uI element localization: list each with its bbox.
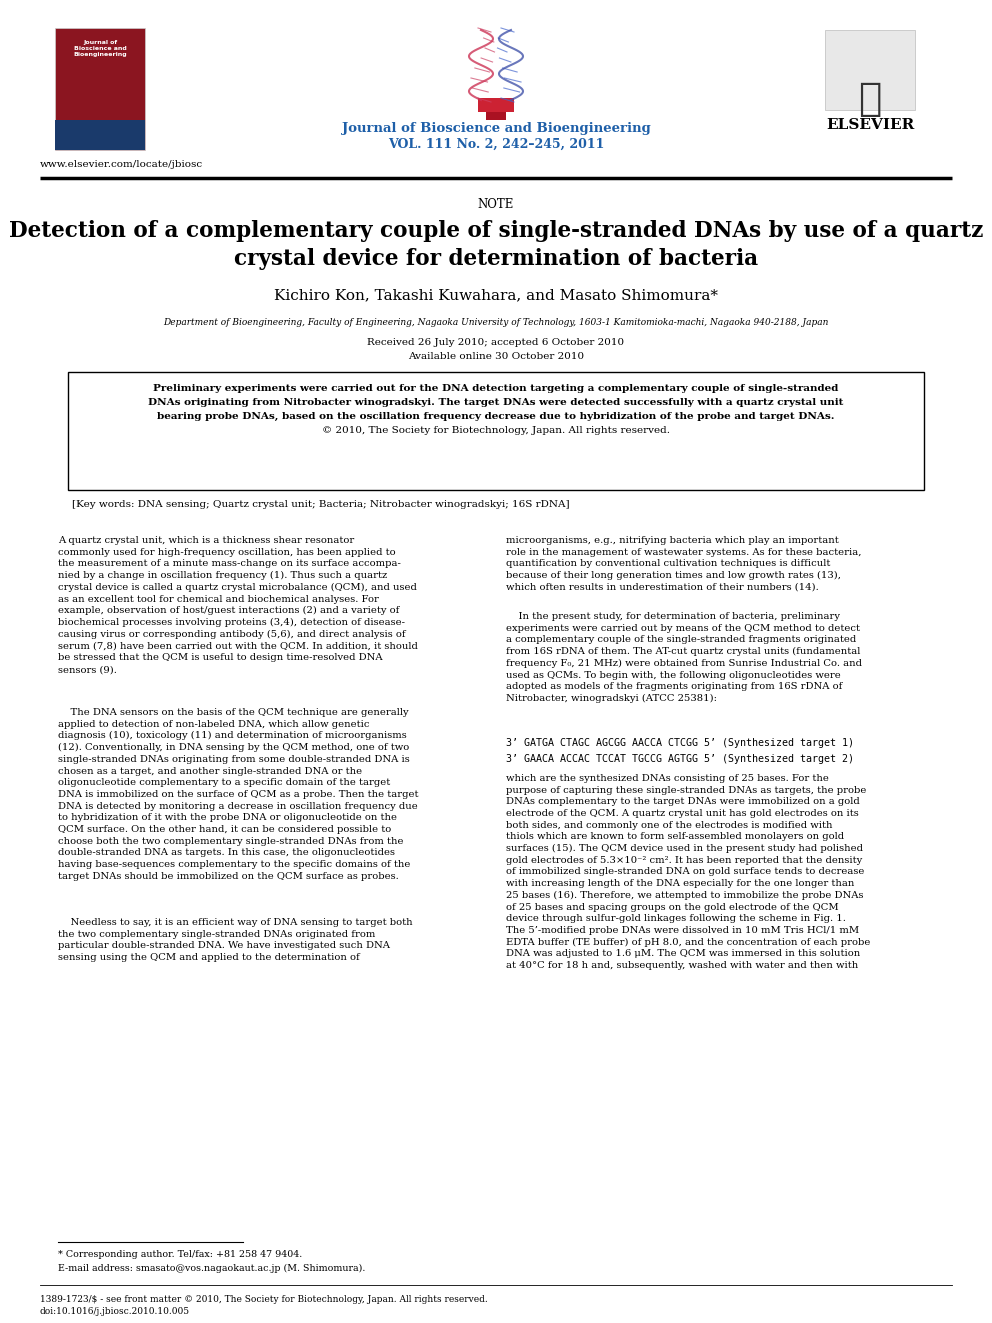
Text: NOTE: NOTE (478, 198, 514, 210)
FancyBboxPatch shape (55, 28, 145, 149)
Text: 3’ GAACA ACCAC TCCAT TGCCG AGTGG 5’ (Synthesized target 2): 3’ GAACA ACCAC TCCAT TGCCG AGTGG 5’ (Syn… (506, 754, 854, 763)
Text: In the present study, for determination of bacteria, preliminary
experiments wer: In the present study, for determination … (506, 613, 862, 703)
Text: Journal of Bioscience and Bioengineering: Journal of Bioscience and Bioengineering (341, 122, 651, 135)
FancyBboxPatch shape (486, 112, 506, 120)
Text: microorganisms, e.g., nitrifying bacteria which play an important
role in the ma: microorganisms, e.g., nitrifying bacteri… (506, 536, 861, 591)
FancyBboxPatch shape (825, 30, 915, 110)
Text: Kichiro Kon, Takashi Kuwahara, and Masato Shimomura*: Kichiro Kon, Takashi Kuwahara, and Masat… (274, 288, 718, 302)
Text: crystal device for determination of bacteria: crystal device for determination of bact… (234, 247, 758, 270)
Text: A quartz crystal unit, which is a thickness shear resonator
commonly used for hi: A quartz crystal unit, which is a thickn… (58, 536, 418, 675)
Text: The DNA sensors on the basis of the QCM technique are generally
applied to detec: The DNA sensors on the basis of the QCM … (58, 708, 419, 881)
FancyBboxPatch shape (55, 120, 145, 149)
Text: Available online 30 October 2010: Available online 30 October 2010 (408, 352, 584, 361)
Text: which are the synthesized DNAs consisting of 25 bases. For the
purpose of captur: which are the synthesized DNAs consistin… (506, 774, 870, 970)
Text: Detection of a complementary couple of single-stranded DNAs by use of a quartz: Detection of a complementary couple of s… (9, 220, 983, 242)
Text: © 2010, The Society for Biotechnology, Japan. All rights reserved.: © 2010, The Society for Biotechnology, J… (322, 426, 670, 435)
Text: Department of Bioengineering, Faculty of Engineering, Nagaoka University of Tech: Department of Bioengineering, Faculty of… (164, 318, 828, 327)
Text: www.elsevier.com/locate/jbiosc: www.elsevier.com/locate/jbiosc (40, 160, 203, 169)
Text: 🌲: 🌲 (858, 79, 882, 118)
Text: Preliminary experiments were carried out for the DNA detection targeting a compl: Preliminary experiments were carried out… (154, 384, 838, 393)
Text: Received 26 July 2010; accepted 6 October 2010: Received 26 July 2010; accepted 6 Octobe… (367, 337, 625, 347)
Text: VOL. 111 No. 2, 242–245, 2011: VOL. 111 No. 2, 242–245, 2011 (388, 138, 604, 151)
Text: Journal of
Bioscience and
Bioengineering: Journal of Bioscience and Bioengineering (73, 40, 127, 57)
Text: [Key words: DNA sensing; Quartz crystal unit; Bacteria; Nitrobacter winogradskyi: [Key words: DNA sensing; Quartz crystal … (72, 500, 569, 509)
Text: 3’ GATGA CTAGC AGCGG AACCA CTCGG 5’ (Synthesized target 1): 3’ GATGA CTAGC AGCGG AACCA CTCGG 5’ (Syn… (506, 738, 854, 747)
Text: Needless to say, it is an efficient way of DNA sensing to target both
the two co: Needless to say, it is an efficient way … (58, 918, 413, 962)
Text: 1389-1723/$ - see front matter © 2010, The Society for Biotechnology, Japan. All: 1389-1723/$ - see front matter © 2010, T… (40, 1295, 488, 1304)
Text: DNAs originating from Nitrobacter winogradskyi. The target DNAs were detected su: DNAs originating from Nitrobacter winogr… (149, 398, 843, 407)
Text: E-mail address: smasato@vos.nagaokaut.ac.jp (M. Shimomura).: E-mail address: smasato@vos.nagaokaut.ac… (58, 1263, 365, 1273)
FancyBboxPatch shape (478, 98, 514, 112)
Text: ELSEVIER: ELSEVIER (826, 118, 914, 132)
Text: doi:10.1016/j.jbiosc.2010.10.005: doi:10.1016/j.jbiosc.2010.10.005 (40, 1307, 190, 1316)
Text: bearing probe DNAs, based on the oscillation frequency decrease due to hybridiza: bearing probe DNAs, based on the oscilla… (158, 411, 834, 421)
FancyBboxPatch shape (68, 372, 924, 490)
Text: * Corresponding author. Tel/fax: +81 258 47 9404.: * Corresponding author. Tel/fax: +81 258… (58, 1250, 303, 1259)
